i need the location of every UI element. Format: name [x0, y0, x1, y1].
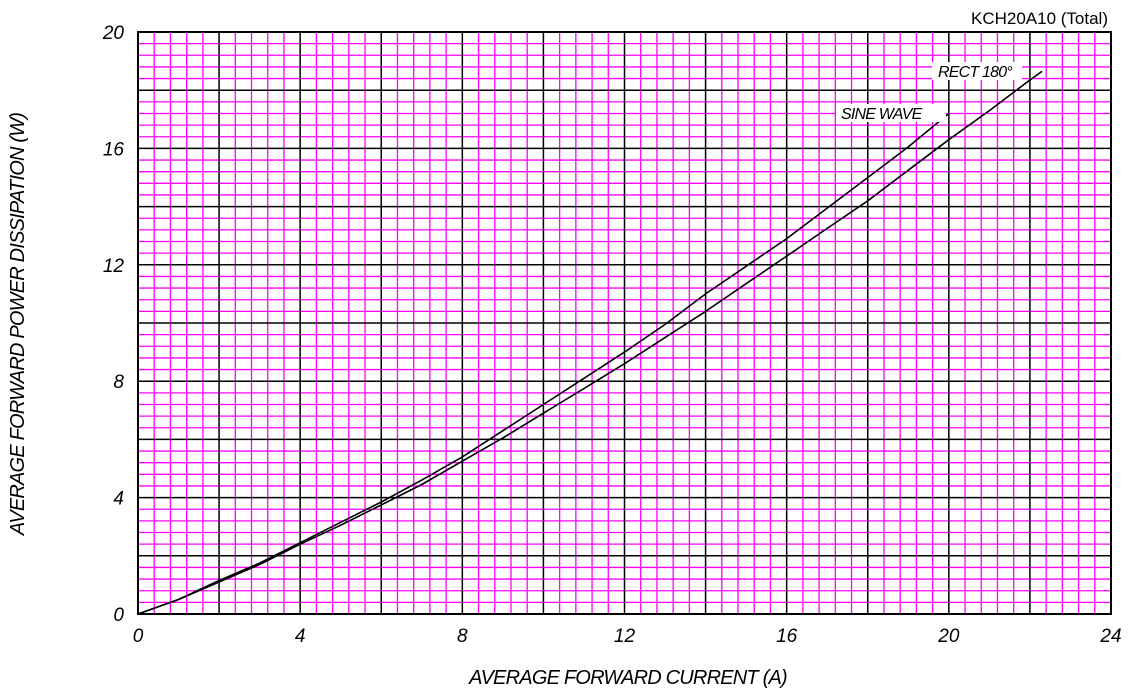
rect-180-line	[137, 70, 1043, 615]
series-label-rect-text: RECT 180°	[938, 64, 1013, 81]
x-tick-label: 8	[457, 626, 468, 647]
x-tick-label: 16	[776, 626, 798, 647]
series-label-rect: RECT 180°	[932, 62, 1022, 81]
plot-frame	[137, 31, 1112, 615]
x-tick-label: 0	[133, 626, 144, 647]
series-label-rect-bg	[932, 62, 1022, 80]
x-tick-label: 20	[937, 626, 960, 647]
x-axis-label: AVERAGE FORWARD CURRENT (A)	[468, 667, 787, 689]
y-tick-labels: 0 4 8 12 16 20	[102, 23, 125, 626]
major-grid	[138, 32, 1111, 614]
series-label-sine-text: SINE WAVE	[841, 106, 923, 123]
x-tick-label: 24	[1099, 626, 1121, 647]
sine-wave-line	[137, 112, 950, 615]
y-tick-label: 16	[103, 139, 125, 160]
series-label-sine: SINE WAVE	[836, 104, 946, 123]
y-tick-label: 4	[113, 489, 124, 510]
x-tick-label: 4	[295, 626, 306, 647]
x-tick-label: 12	[614, 626, 636, 647]
y-tick-label: 12	[103, 256, 125, 277]
y-axis-label: AVERAGE FORWARD POWER DISSIPATION (W)	[7, 113, 29, 536]
series-label-sine-bg	[836, 104, 946, 122]
y-tick-label: 20	[102, 23, 125, 44]
x-tick-labels: 0 4 8 12 16 20 24	[133, 626, 1122, 647]
y-tick-label: 8	[113, 372, 124, 393]
series-lines	[137, 70, 1043, 615]
chart-title: KCH20A10 (Total)	[971, 9, 1108, 28]
y-tick-label: 0	[113, 605, 124, 626]
